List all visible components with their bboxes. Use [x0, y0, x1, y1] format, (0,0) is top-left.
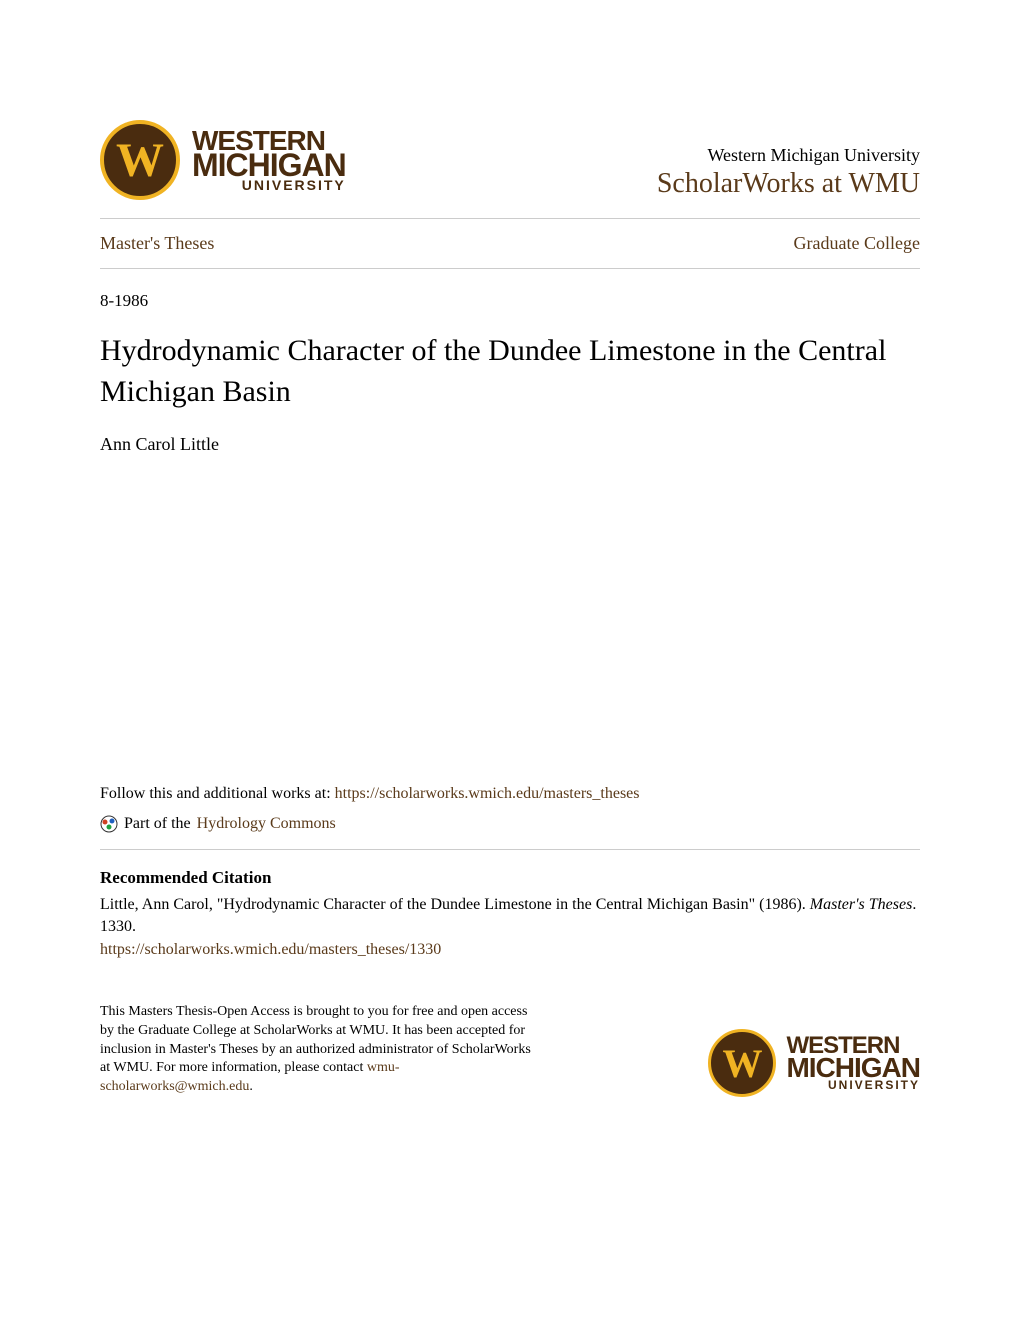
- university-name: Western Michigan University: [657, 145, 920, 166]
- logo-block: W WESTERN MICHIGAN UNIVERSITY: [100, 120, 346, 200]
- follow-text: Follow this and additional works at: htt…: [100, 785, 920, 803]
- header-row: W WESTERN MICHIGAN UNIVERSITY Western Mi…: [100, 120, 920, 200]
- citation-part1: Little, Ann Carol, "Hydrodynamic Charact…: [100, 896, 810, 913]
- follow-prefix: Follow this and additional works at:: [100, 785, 335, 802]
- part-of-row: Part of the Hydrology Commons: [100, 815, 920, 833]
- footer-row: This Masters Thesis-Open Access is broug…: [100, 1003, 920, 1097]
- footer-logo-text: WESTERN MICHIGAN UNIVERSITY: [786, 1036, 920, 1090]
- citation-heading: Recommended Citation: [100, 868, 920, 888]
- repository-name[interactable]: ScholarWorks at WMU: [657, 168, 920, 200]
- breadcrumb-left[interactable]: Master's Theses: [100, 233, 214, 254]
- logo-line2: MICHIGAN: [192, 152, 346, 179]
- document-date: 8-1986: [100, 291, 920, 311]
- follow-url-link[interactable]: https://scholarworks.wmich.edu/masters_t…: [335, 785, 640, 802]
- part-of-link[interactable]: Hydrology Commons: [197, 815, 336, 833]
- part-of-prefix: Part of the: [124, 815, 191, 833]
- document-title: Hydrodynamic Character of the Dundee Lim…: [100, 331, 920, 412]
- spacer: [100, 455, 920, 785]
- document-author: Ann Carol Little: [100, 434, 920, 455]
- footer-logo-circle-icon: W: [708, 1029, 776, 1097]
- commons-network-icon: [100, 815, 118, 833]
- divider: [100, 849, 920, 850]
- footer-part2: .: [249, 1079, 253, 1094]
- divider: [100, 268, 920, 269]
- citation-text: Little, Ann Carol, "Hydrodynamic Charact…: [100, 894, 920, 939]
- breadcrumb-right[interactable]: Graduate College: [794, 233, 920, 254]
- logo-line3: UNIVERSITY: [192, 180, 346, 192]
- logo-circle-icon: W: [100, 120, 180, 200]
- citation-url-link[interactable]: https://scholarworks.wmich.edu/masters_t…: [100, 941, 920, 959]
- header-right: Western Michigan University ScholarWorks…: [657, 145, 920, 200]
- logo-text: WESTERN MICHIGAN UNIVERSITY: [192, 129, 346, 192]
- footer-logo-line3: UNIVERSITY: [786, 1080, 920, 1090]
- footer-logo: W WESTERN MICHIGAN UNIVERSITY: [708, 1029, 920, 1097]
- footer-logo-line2: MICHIGAN: [786, 1056, 920, 1080]
- footer-logo-letter: W: [722, 1040, 762, 1087]
- logo-letter: W: [116, 133, 164, 188]
- citation-italic: Master's Theses: [810, 896, 913, 913]
- footer-part1: This Masters Thesis-Open Access is broug…: [100, 1004, 531, 1076]
- footer-text: This Masters Thesis-Open Access is broug…: [100, 1003, 540, 1097]
- breadcrumb-row: Master's Theses Graduate College: [100, 219, 920, 268]
